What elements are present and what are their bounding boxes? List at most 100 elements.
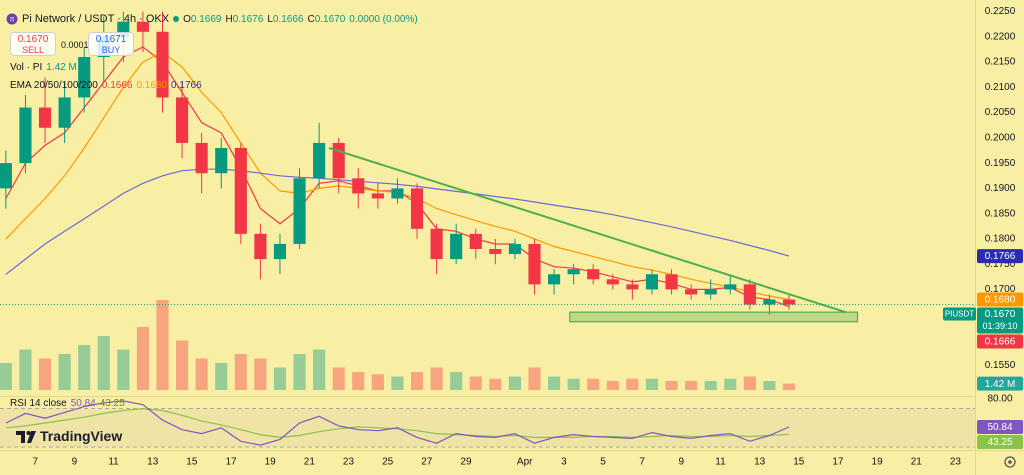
volume-bar: [391, 376, 404, 390]
y-tick-label: 0.2250: [985, 6, 1016, 17]
volume-bar: [352, 372, 365, 390]
volume-bar: [685, 381, 698, 390]
sell-price: 0.1670: [17, 34, 49, 45]
ohlc-label: L: [267, 13, 273, 25]
candle-body: [567, 269, 580, 275]
countdown: 01:39:10: [982, 321, 1017, 331]
x-tick-label: 19: [265, 457, 277, 468]
rsi-tag: [977, 435, 1023, 450]
volume-bar: [743, 376, 756, 390]
buy-price: 0.1671: [95, 34, 127, 45]
volume-bar: [587, 378, 600, 390]
candle-body: [371, 193, 384, 199]
candle-body: [528, 243, 541, 285]
y-tick-label: 0.2000: [985, 133, 1016, 144]
price-tag: [977, 249, 1023, 264]
y-tick-label: 0.2050: [985, 107, 1016, 118]
x-tick-label: 21: [304, 457, 316, 468]
x-tick-label: 15: [186, 457, 198, 468]
volume-bar: [547, 376, 561, 390]
volume-bar: [665, 381, 678, 390]
ema-legend: EMA 20/50/100/200 0.1666 0.1680 0.1766: [10, 80, 202, 91]
rsi-legend-label: RSI 14 close: [10, 398, 67, 409]
candle-body: [293, 178, 306, 244]
volume-bar: [645, 378, 659, 390]
volume-bar: [254, 358, 267, 390]
candle-body: [156, 31, 169, 98]
buy-button[interactable]: 0.1671 BUY: [88, 32, 134, 56]
x-tick-label: 5: [600, 457, 606, 468]
candle-body: [724, 284, 737, 290]
candle-body: [665, 274, 678, 290]
ema-legend-value: 0.1766: [171, 80, 202, 91]
volume-bar: [724, 378, 737, 390]
x-tick-label: 13: [147, 457, 159, 468]
price-tag: [977, 292, 1023, 307]
candle-body: [332, 142, 345, 179]
svg-text:π: π: [10, 16, 15, 23]
tradingview-logo-mark: [16, 431, 36, 443]
y-tick-label: 0.1550: [985, 360, 1016, 371]
y-tick-label: 0.1900: [985, 183, 1016, 194]
x-tick-label: 15: [793, 457, 805, 468]
price-tag-label: 0.1766: [985, 251, 1016, 262]
volume-bar: [704, 381, 717, 390]
candle-body: [234, 147, 247, 234]
rsi-legend: RSI 14 close 50.84 43.25: [10, 398, 125, 409]
volume-bar: [410, 372, 424, 390]
sell-label: SELL: [21, 45, 45, 55]
volume-bar: [469, 376, 482, 390]
ohlc-value: 0.1666: [272, 13, 304, 25]
y-tick-label: 0.1800: [985, 234, 1016, 245]
volume-bar: [0, 363, 12, 390]
candle-body: [215, 147, 228, 174]
y-tick-label: 0.2100: [985, 82, 1016, 93]
volume-bar: [38, 358, 52, 390]
symbol-tag-label: PIUSDT: [945, 310, 974, 319]
x-tick-label: 11: [108, 457, 119, 468]
volume-bar: [371, 374, 384, 390]
volume-bar: [489, 378, 502, 390]
candle-body: [450, 233, 463, 260]
y-tick-label: 0.1950: [985, 158, 1016, 169]
x-tick-label: 9: [72, 457, 78, 468]
rsi-tag: [977, 420, 1023, 435]
volume-bar: [293, 354, 306, 390]
y-tick-label: 0.1750: [985, 259, 1016, 270]
ema-legend-value: 0.1680: [136, 80, 168, 91]
rsi-tick-label: 80.00: [987, 394, 1012, 405]
x-tick-label: Apr: [517, 457, 533, 468]
symbol-icon: π: [6, 13, 18, 25]
candle-body: [782, 299, 796, 305]
rsi-tag-label: 43.25: [987, 437, 1012, 448]
volume-bar: [430, 367, 443, 390]
volume-bar: [528, 367, 541, 390]
volume-bar: [19, 349, 32, 390]
x-tick-label: 23: [343, 457, 355, 468]
x-tick-label: 27: [421, 457, 433, 468]
volume-bar: [97, 336, 110, 390]
candle-body: [410, 188, 424, 229]
ohlc-value: 0.1676: [232, 13, 264, 25]
rsi-ma-line: [5, 407, 790, 439]
trendline: [328, 147, 847, 314]
rsi-line: [5, 400, 790, 446]
price-tag-label: 0.1680: [985, 295, 1016, 306]
price-tag-label: 0.1670: [985, 309, 1016, 320]
ohlc-label: C: [307, 13, 315, 25]
plot-area: [0, 11, 859, 390]
settings-icon[interactable]: [1004, 456, 1016, 468]
volume-bar: [195, 358, 208, 390]
volume-bar: [567, 378, 580, 390]
ema-legend-value: 0.1666: [101, 80, 133, 91]
volume-legend: Vol · PI 1.42 M: [10, 62, 77, 73]
candle-body: [626, 284, 639, 290]
volume-tag: [977, 376, 1023, 391]
candle-body: [606, 279, 619, 285]
support-zone: [569, 311, 859, 323]
candle-body: [58, 97, 71, 128]
sell-button[interactable]: 0.1670 SELL: [10, 32, 56, 56]
volume-bar: [234, 354, 247, 390]
x-tick-label: 3: [561, 457, 567, 468]
